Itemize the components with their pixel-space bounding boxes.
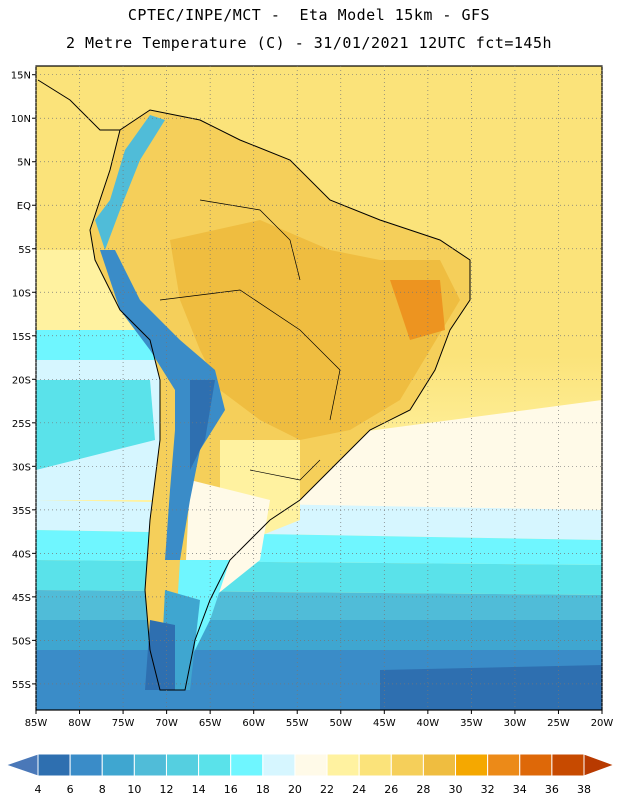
lon-label: 40W — [417, 718, 440, 729]
colorbar-left-arrow — [4, 753, 39, 777]
longitude-labels: 85W 80W 75W 70W 65W 60W 55W 50W 45W 40W 35W 30W 25W 2… — [25, 718, 614, 729]
colorbar-label: 14 — [192, 783, 206, 796]
lon-label: 85W — [25, 718, 48, 729]
colorbar-box — [37, 753, 71, 777]
colorbar-label: 18 — [256, 783, 270, 796]
lat-label: 35S — [12, 506, 31, 517]
colorbar-label: 26 — [384, 783, 398, 796]
lat-label: 50S — [12, 636, 31, 647]
lon-label: 55W — [286, 718, 309, 729]
colorbar-box — [519, 753, 553, 777]
colorbar-label: 8 — [99, 783, 106, 796]
lat-label: 10S — [12, 288, 31, 299]
lat-label: 15N — [11, 71, 31, 82]
colorbar-label: 28 — [416, 783, 430, 796]
lat-label: 25S — [12, 419, 31, 430]
colorbar-label: 20 — [288, 783, 302, 796]
map-frame — [35, 65, 603, 711]
colorbar-label: 12 — [159, 783, 173, 796]
lon-label: 75W — [112, 718, 135, 729]
colorbar-box — [101, 753, 135, 777]
colorbar-box — [294, 753, 328, 777]
title-line-2: 2 Metre Temperature (C) - 31/01/2021 12U… — [65, 34, 553, 52]
lat-label: 5N — [17, 158, 31, 169]
lat-label: 55S — [12, 680, 31, 691]
graticule — [32, 66, 603, 714]
colorbar-box — [390, 753, 424, 777]
colorbar-box — [422, 753, 457, 777]
colorbar: 4 6 8 10 12 14 16 18 20 22 24 26 28 30 32 34 36 38 — [4, 753, 616, 796]
colorbar-label: 38 — [577, 783, 591, 796]
lat-label: 5S — [18, 245, 31, 256]
colorbar-box — [326, 753, 360, 777]
lon-label: 60W — [242, 718, 265, 729]
lon-label: 50W — [329, 718, 352, 729]
colorbar-label: 6 — [67, 783, 74, 796]
colorbar-label: 24 — [352, 783, 366, 796]
lat-label: 15S — [12, 332, 31, 343]
colorbar-label: 10 — [127, 783, 141, 796]
lon-label: 45W — [373, 718, 396, 729]
lon-label: 65W — [199, 718, 222, 729]
colorbar-label: 16 — [224, 783, 238, 796]
colorbar-label: 34 — [513, 783, 527, 796]
colorbar-label: 30 — [449, 783, 463, 796]
colorbar-box — [198, 753, 232, 777]
lat-label: 20S — [12, 375, 31, 386]
colorbar-box — [262, 753, 296, 777]
lat-label: 45S — [12, 593, 31, 604]
colorbar-label: 32 — [481, 783, 495, 796]
colorbar-box — [551, 753, 585, 777]
temperature-field — [36, 66, 602, 710]
lat-label: 40S — [12, 549, 31, 560]
colorbar-box — [487, 753, 521, 777]
colorbar-box — [165, 753, 200, 777]
colorbar-box — [69, 753, 103, 777]
latitude-labels: 15N 10N 5N EQ 5S 10S 15S 20S 25S 30S 35S 40S 45S 50S 5… — [11, 71, 31, 691]
colorbar-right-arrow — [583, 753, 616, 777]
lon-label: 30W — [504, 718, 527, 729]
lon-label: 35W — [460, 718, 483, 729]
lon-label: 70W — [155, 718, 178, 729]
title-line-1: CPTEC/INPE/MCT - Eta Model 15km - GFS — [127, 6, 491, 24]
lon-label: 80W — [68, 718, 91, 729]
colorbar-box — [455, 753, 489, 777]
colorbar-box — [133, 753, 167, 777]
colorbar-box — [230, 753, 264, 777]
colorbar-label: 4 — [35, 783, 42, 796]
lon-label: 20W — [591, 718, 614, 729]
colorbar-label: 22 — [320, 783, 334, 796]
colorbar-label: 36 — [545, 783, 559, 796]
lat-label: EQ — [17, 201, 31, 212]
lat-label: 30S — [12, 462, 31, 473]
lat-label: 10N — [11, 114, 31, 125]
colorbar-box — [358, 753, 392, 777]
lon-label: 25W — [547, 718, 570, 729]
